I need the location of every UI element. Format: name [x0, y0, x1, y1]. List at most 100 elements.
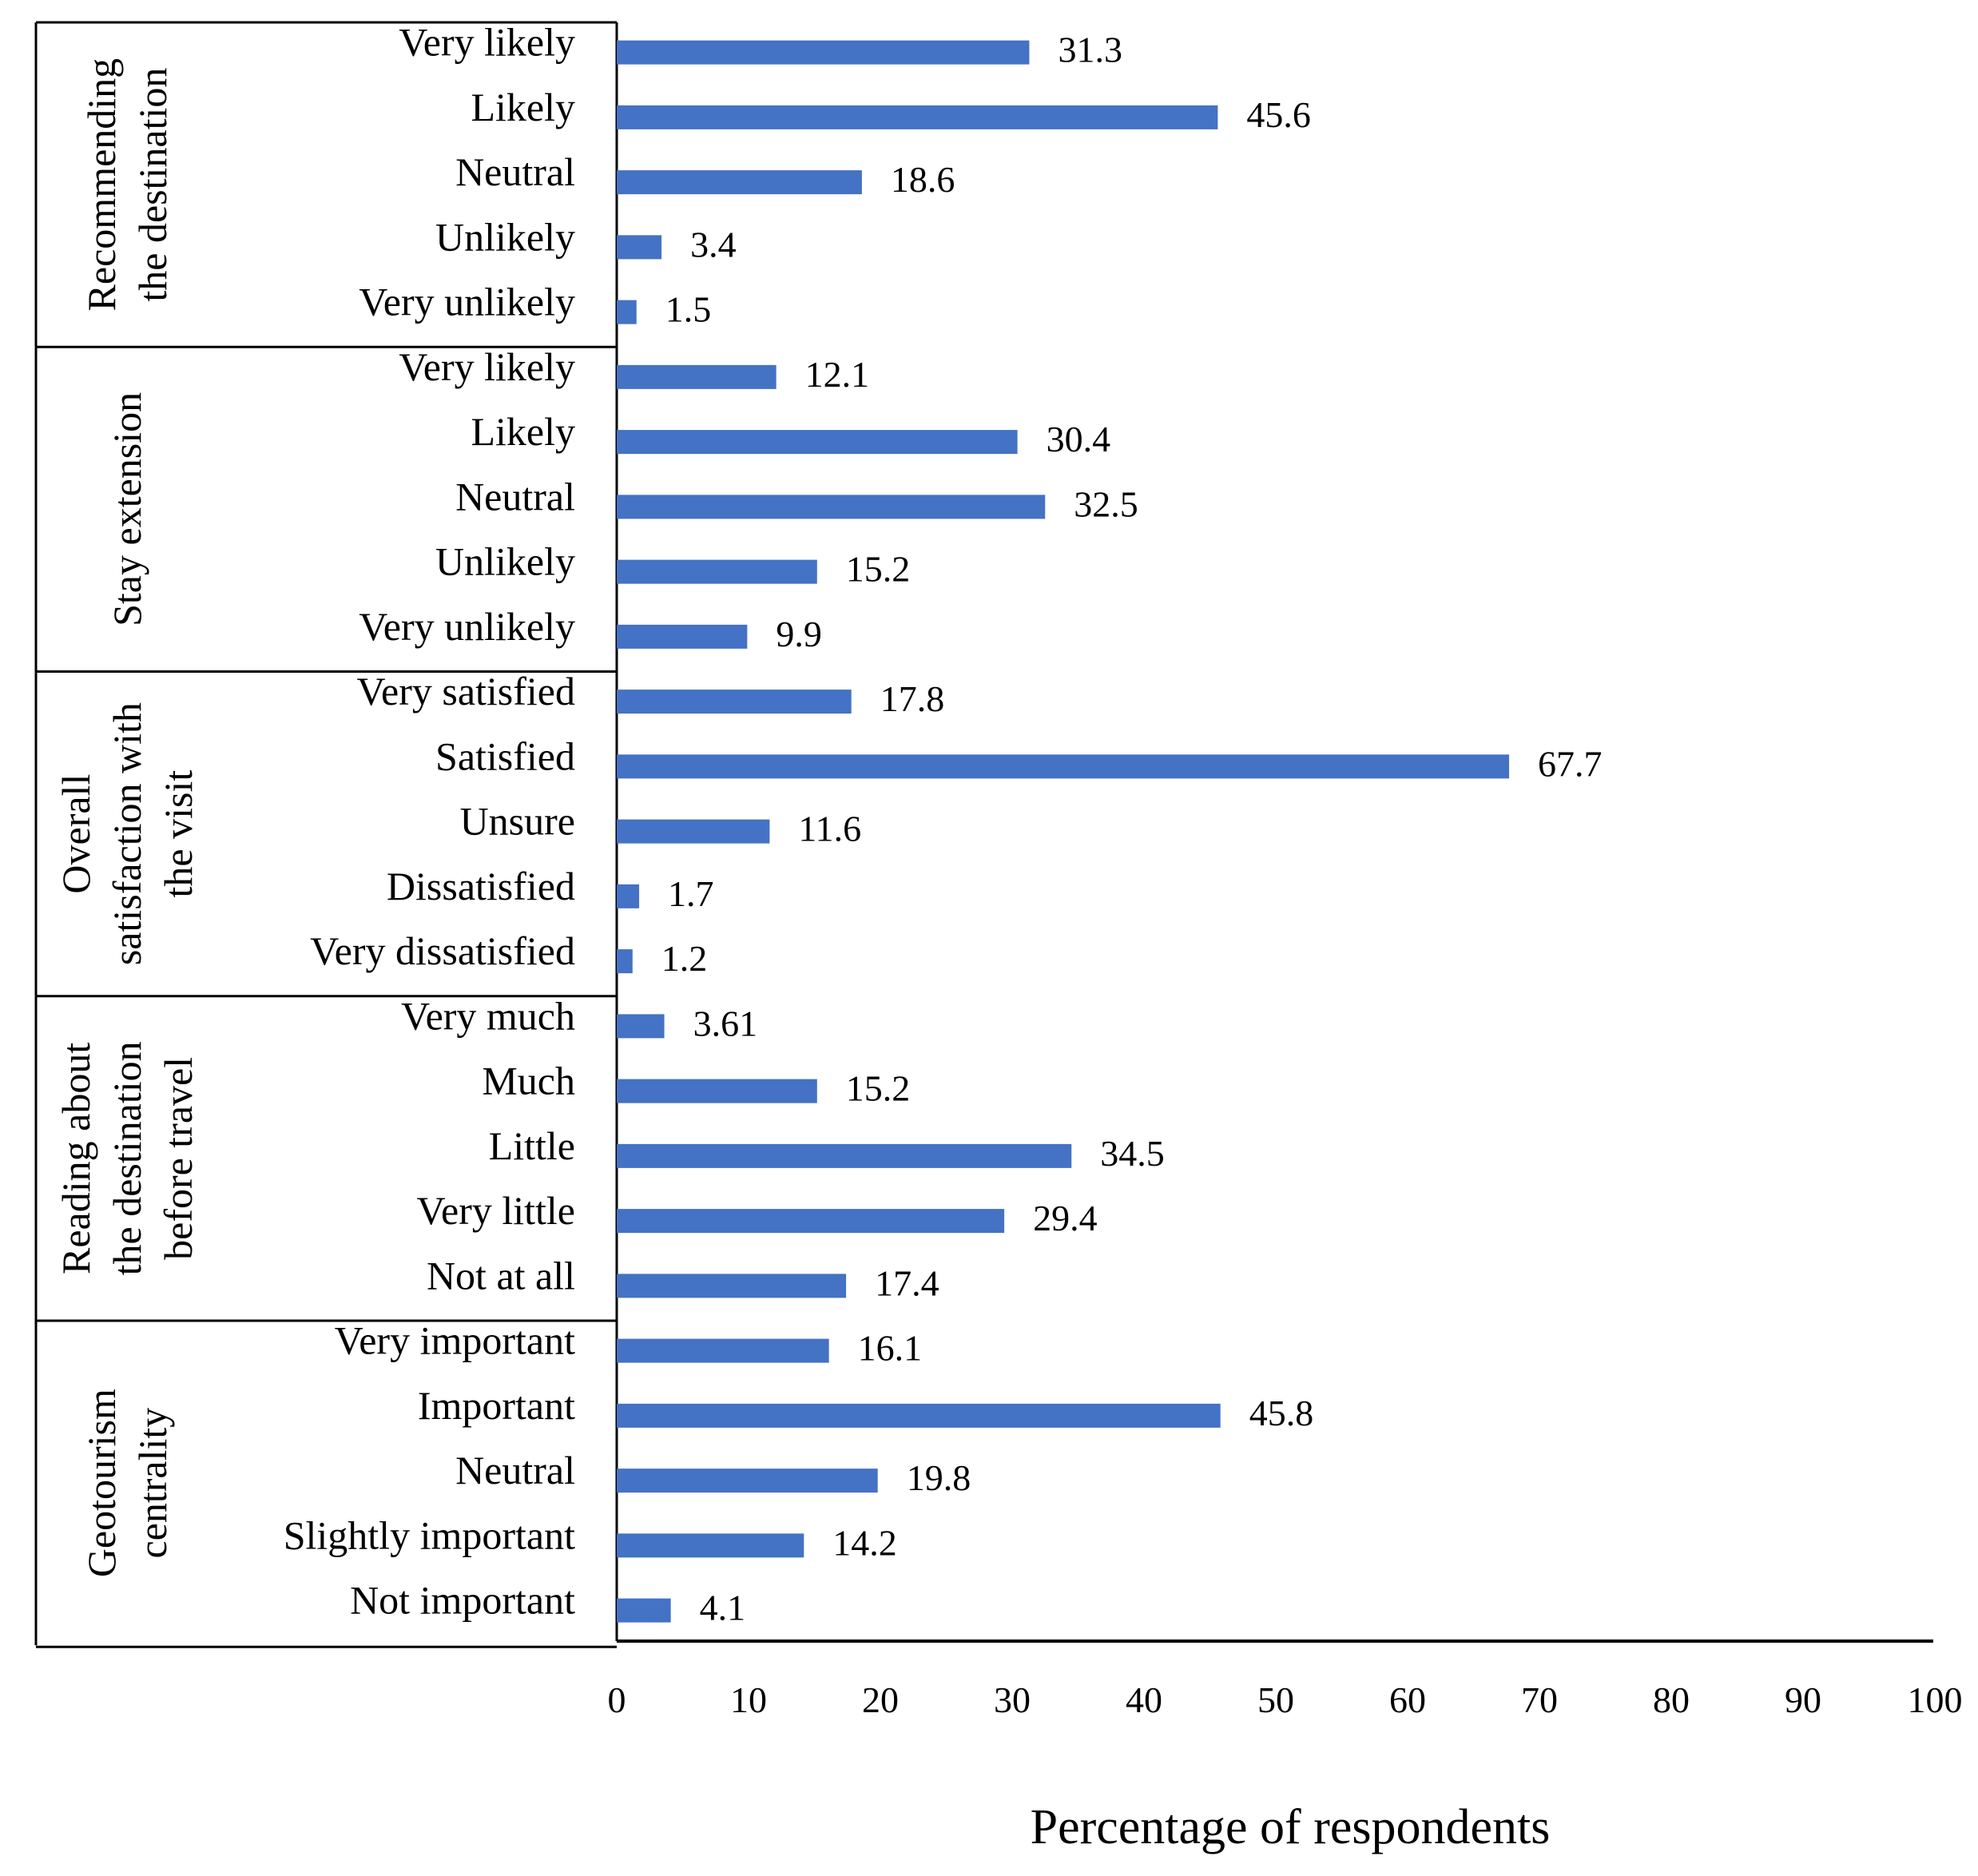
- group-label: Recommending the destination: [79, 58, 175, 312]
- group-label-line: Overall: [54, 774, 98, 894]
- category-label: Very satisfied: [356, 669, 575, 713]
- data-label: 17.4: [875, 1262, 939, 1303]
- category-label: Very likely: [399, 20, 575, 65]
- category-label: Very unlikely: [359, 280, 575, 324]
- bar: [617, 105, 1218, 129]
- group-label: Geotourism centrality: [79, 1389, 175, 1577]
- x-tick-label: 90: [1785, 1679, 1821, 1720]
- data-label: 45.8: [1249, 1393, 1314, 1433]
- group-label-line: Geotourism: [79, 1389, 124, 1577]
- data-label: 31.3: [1058, 30, 1122, 70]
- group-label-line: before travel: [156, 1057, 201, 1260]
- bar: [617, 624, 748, 649]
- category-label: Likely: [471, 409, 575, 454]
- bar: [617, 1338, 829, 1363]
- category-label: Very unlikely: [359, 604, 575, 649]
- category-label: Important: [418, 1383, 575, 1428]
- data-label: 12.1: [805, 354, 870, 395]
- group-label: Stay extension: [105, 392, 149, 626]
- bar: [617, 235, 662, 260]
- bar: [617, 40, 1030, 65]
- data-label: 67.7: [1538, 743, 1603, 784]
- group-label-line: the destination: [130, 68, 175, 302]
- x-axis: 0 10 20 30 40 50 60 70 80 90 100: [608, 1640, 1963, 1720]
- category-label: Very much: [401, 993, 575, 1038]
- category-label: Much: [482, 1059, 575, 1103]
- bar: [617, 1403, 1221, 1428]
- x-tick-label: 70: [1521, 1679, 1558, 1720]
- bar: [617, 1143, 1072, 1168]
- group-label-line: satisfaction with: [105, 702, 149, 965]
- data-label: 16.1: [858, 1328, 923, 1369]
- bar: [617, 1598, 671, 1623]
- data-label: 1.2: [661, 938, 708, 979]
- bar: [617, 1533, 804, 1558]
- data-label: 9.9: [776, 614, 822, 654]
- bar: [617, 884, 640, 908]
- bar: [617, 1209, 1005, 1234]
- bar: [617, 949, 633, 974]
- data-label: 15.2: [846, 549, 911, 590]
- category-label: Neutral: [455, 1448, 575, 1492]
- category-label: Satisfied: [435, 733, 575, 778]
- data-label: 1.5: [665, 289, 712, 330]
- category-label: Very little: [416, 1188, 575, 1233]
- data-label: 29.4: [1033, 1198, 1098, 1238]
- x-tick-label: 0: [608, 1679, 626, 1720]
- x-tick-label: 60: [1389, 1679, 1426, 1720]
- data-label: 32.5: [1074, 483, 1138, 524]
- x-tick-label: 30: [994, 1679, 1031, 1720]
- bar: [617, 819, 770, 844]
- category-label: Not at all: [427, 1253, 575, 1298]
- group-label-line: the visit: [156, 770, 201, 898]
- data-label: 45.6: [1246, 94, 1311, 135]
- group-label-line: the destination: [105, 1041, 149, 1275]
- bar: [617, 754, 1510, 779]
- group-label-line: centrality: [130, 1408, 175, 1559]
- data-label: 30.4: [1047, 419, 1111, 459]
- x-axis-title: Percentage of respondents: [1031, 1800, 1551, 1854]
- bar: [617, 300, 637, 324]
- category-label: Very likely: [399, 344, 575, 389]
- category-label: Unsure: [460, 799, 575, 844]
- x-tick-label: 50: [1257, 1679, 1294, 1720]
- category-label: Very important: [335, 1318, 575, 1363]
- data-label: 15.2: [846, 1068, 911, 1109]
- bar: [617, 364, 777, 389]
- x-tick-label: 100: [1908, 1679, 1963, 1720]
- x-tick-label: 20: [862, 1679, 899, 1720]
- category-label: Slightly important: [284, 1512, 575, 1557]
- category-label: Unlikely: [435, 539, 575, 584]
- x-tick-label: 80: [1653, 1679, 1690, 1720]
- category-label: Neutral: [455, 149, 575, 194]
- bar: [617, 1079, 817, 1103]
- bars-layer: [617, 40, 1510, 1623]
- data-label: 17.8: [880, 678, 945, 719]
- data-label: 19.8: [907, 1457, 971, 1498]
- data-label: 3.4: [690, 224, 737, 264]
- bar: [617, 559, 817, 584]
- category-label: Very dissatisfied: [310, 928, 575, 973]
- category-label: Little: [489, 1123, 575, 1168]
- data-label: 14.2: [832, 1522, 897, 1563]
- bar: [617, 1014, 665, 1039]
- category-label: Neutral: [455, 474, 575, 519]
- bar: [617, 690, 852, 714]
- bar: [617, 495, 1046, 519]
- group-label: Overall satisfaction with the visit: [54, 702, 201, 965]
- bar: [617, 1274, 847, 1298]
- category-label: Unlikely: [435, 214, 575, 259]
- data-label: 18.6: [891, 159, 955, 200]
- category-labels: Very likely Likely Neutral Unlikely Very unl…: [284, 20, 575, 1623]
- data-label: 4.1: [700, 1588, 746, 1628]
- x-tick-label: 10: [730, 1679, 767, 1720]
- data-label: 34.5: [1100, 1133, 1165, 1174]
- group-label-line: Recommending: [79, 58, 124, 312]
- category-label: Dissatisfied: [387, 864, 575, 908]
- data-label: 11.6: [798, 809, 861, 849]
- bar: [617, 430, 1018, 455]
- value-labels: 31.3 45.6 18.6 3.4 1.5 12.1 30.4 32.5 15.2 9.9 17.…: [661, 30, 1603, 1628]
- bar: [617, 170, 862, 195]
